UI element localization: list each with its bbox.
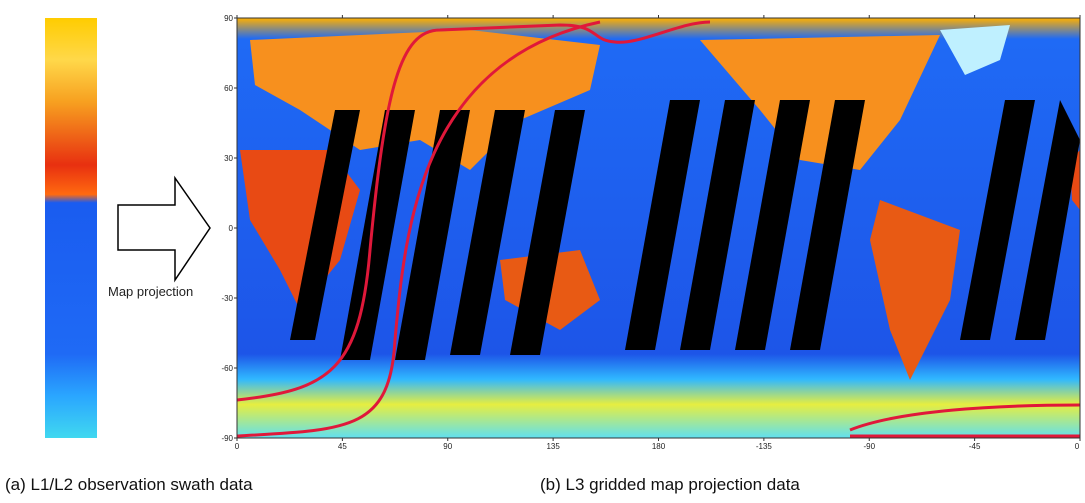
caption-a: (a) L1/L2 observation swath data (5, 475, 253, 494)
north-america (700, 35, 940, 170)
swath-gaps (290, 100, 1080, 360)
lon-tick-label: 45 (338, 442, 347, 451)
lon-tick-label: -45 (969, 442, 981, 451)
arrow-label: Map projection (108, 284, 193, 299)
lat-tick-label: 90 (224, 14, 233, 23)
lon-tick-label: -90 (863, 442, 875, 451)
swath-outline (236, 20, 1081, 438)
lat-tick-label: -60 (221, 364, 233, 373)
lon-tick-label: 90 (443, 442, 452, 451)
lat-tick-label: -30 (221, 294, 233, 303)
greenland (940, 25, 1010, 75)
lon-tick-label: 0 (1075, 442, 1080, 451)
lon-tick-label: 135 (546, 442, 560, 451)
lat-tick-label: -90 (221, 434, 233, 443)
lat-tick-label: 60 (224, 84, 233, 93)
lon-tick-label: -135 (756, 442, 773, 451)
lon-tick-label: 180 (652, 442, 666, 451)
map (236, 17, 1081, 439)
swath-strip (45, 18, 97, 438)
lat-tick-label: 30 (224, 154, 233, 163)
lat-tick-label: 0 (229, 224, 234, 233)
south-america (870, 200, 960, 380)
caption-b: (b) L3 gridded map projection data (540, 475, 800, 494)
arrow (117, 175, 211, 283)
lon-tick-label: 0 (235, 442, 240, 451)
